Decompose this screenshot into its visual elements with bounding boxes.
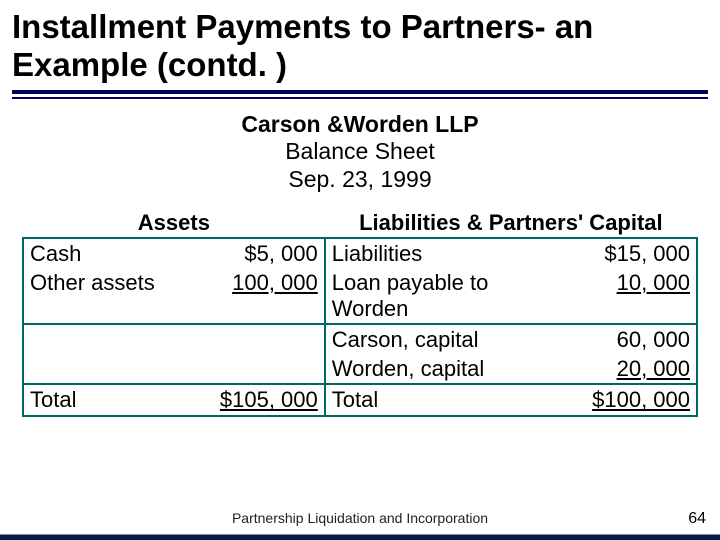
assets-header: Assets <box>23 208 325 238</box>
title-rule-thin <box>12 97 708 99</box>
liabilities-value: $15, 000 <box>566 238 697 268</box>
total-assets-value: $105, 000 <box>199 384 325 415</box>
balance-sheet-header: Carson &Worden LLP Balance Sheet Sep. 23… <box>0 111 720 194</box>
liabilities-label: Liabilities <box>325 238 566 268</box>
worden-capital-value: 20, 000 <box>566 354 697 384</box>
other-assets-value: 100, 000 <box>199 268 325 324</box>
empty-cell <box>199 354 325 384</box>
cash-label: Cash <box>23 238 199 268</box>
document-type: Balance Sheet <box>0 138 720 166</box>
worden-capital-label: Worden, capital <box>325 354 566 384</box>
empty-cell <box>199 324 325 354</box>
carson-capital-value: 60, 000 <box>566 324 697 354</box>
loan-payable-label: Loan payable to Worden <box>325 268 566 324</box>
cash-value: $5, 000 <box>199 238 325 268</box>
footer-text: Partnership Liquidation and Incorporatio… <box>0 510 720 526</box>
total-liab-label: Total <box>325 384 566 415</box>
other-assets-label: Other assets <box>23 268 199 324</box>
empty-cell <box>23 324 199 354</box>
carson-capital-label: Carson, capital <box>325 324 566 354</box>
empty-cell <box>23 354 199 384</box>
balance-sheet-table: Assets Liabilities & Partners' Capital C… <box>22 208 698 417</box>
title-rule-thick <box>12 90 708 94</box>
loan-payable-value: 10, 000 <box>566 268 697 324</box>
total-liab-value: $100, 000 <box>566 384 697 415</box>
document-date: Sep. 23, 1999 <box>0 166 720 194</box>
total-assets-label: Total <box>23 384 199 415</box>
page-number: 64 <box>688 510 706 528</box>
liabilities-header: Liabilities & Partners' Capital <box>325 208 697 238</box>
firm-name: Carson &Worden LLP <box>0 111 720 139</box>
slide-title: Installment Payments to Partners- an Exa… <box>0 0 720 84</box>
